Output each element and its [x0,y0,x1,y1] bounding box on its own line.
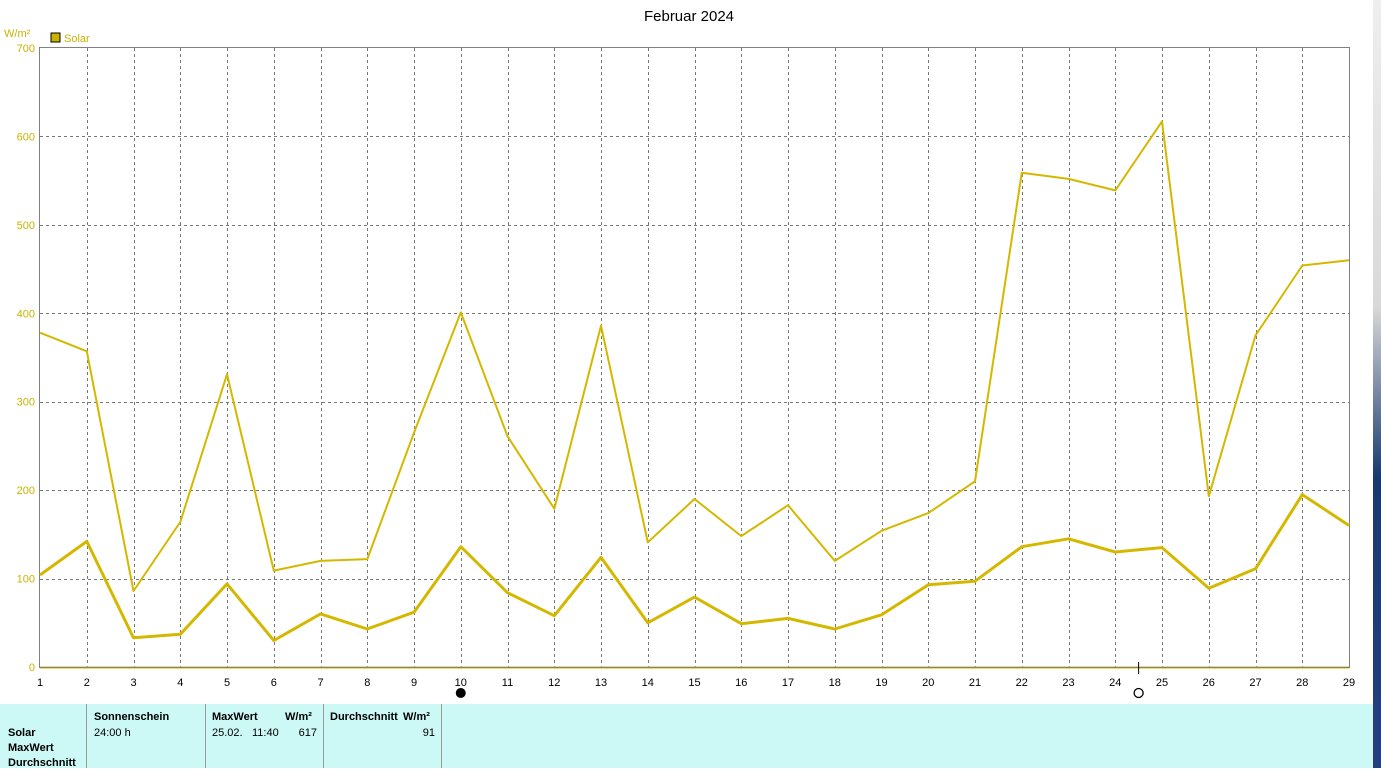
moon-phase-markers [455,662,1144,699]
x-tick-label: 20 [922,677,934,689]
y-tick-label: 600 [17,131,35,143]
x-tick-label: 12 [548,677,560,689]
sunshine-header: Sonnenschein [94,711,170,723]
y-tick-label: 300 [17,397,35,409]
series-line-solar-avg [39,493,1350,642]
row-label-maxwert: MaxWert [8,742,54,754]
window-edge-strip [1373,0,1381,768]
x-tick-label: 23 [1062,677,1074,689]
series-line-solar-max [39,120,1350,592]
chart-title: Februar 2024 [644,8,734,25]
new-moon-icon [455,688,466,698]
x-tick-label: 11 [502,677,513,689]
x-tick-label: 28 [1296,677,1308,689]
sunshine-value: 24:00 h [94,727,131,739]
x-tick-label: 18 [829,677,841,689]
x-tick-label: 8 [364,677,370,689]
y-tick-label: 700 [17,43,35,55]
x-tick-label: 4 [177,677,183,689]
x-tick-label: 9 [411,677,417,689]
maxwert-unit: W/m² [285,711,312,723]
x-tick-label: 3 [130,677,136,689]
x-tick-label: 17 [782,677,794,689]
chart-area: Februar 2024 W/m² Solar 0 100 200 300 400 500… [4,8,1355,699]
x-tick-label: 29 [1343,677,1355,689]
x-tick-label: 22 [1016,677,1028,689]
average-value: 91 [422,727,435,739]
x-tick-label: 10 [455,677,467,689]
x-tick-label: 2 [84,677,90,689]
full-moon-icon [1133,687,1144,699]
x-tick-label: 25 [1156,677,1168,689]
y-tick-label: 500 [17,220,35,232]
x-tick-label: 15 [688,677,700,689]
summary-table: Solar MaxWert Durchschnitt Sonnenschein … [0,704,1373,769]
maxwert-column: MaxWert W/m² 25.02. 11:40 617 [206,704,324,768]
x-tick-label: 7 [317,677,323,689]
average-unit: W/m² [403,711,430,723]
y-tick-label: 0 [29,662,35,674]
x-tick-label: 16 [735,677,747,689]
x-tick-label: 24 [1109,677,1121,689]
x-tick-label: 27 [1249,677,1261,689]
grid [40,48,1349,669]
row-label-durchschnitt: Durchschnitt [8,757,76,769]
x-tick-label: 19 [875,677,887,689]
sunshine-column: Sonnenschein 24:00 h [87,704,206,768]
x-tick-label: 14 [642,677,654,689]
row-label-column: Solar MaxWert Durchschnitt [0,704,87,769]
x-tick-label: 1 [37,677,43,689]
average-header: Durchschnitt [330,711,398,723]
y-tick-label: 200 [17,485,35,497]
x-tick-label: 21 [969,677,981,689]
y-axis: 0 100 200 300 400 500 600 700 [17,43,35,674]
x-tick-label: 26 [1203,677,1215,689]
x-axis: 1 2 3 4 5 6 7 8 9 10 11 12 13 14 15 16 17 18 19 20 21 22 23 24 2… [37,677,1355,689]
x-tick-label: 13 [595,677,607,689]
x-tick-label: 5 [224,677,230,689]
legend-label-solar: Solar [64,33,90,45]
plot-frame [39,47,1350,668]
y-tick-label: 400 [17,308,35,320]
maxwert-date: 25.02. [212,727,243,739]
maxwert-time: 11:40 [252,727,279,739]
legend-swatch [50,32,61,43]
series-group [39,120,1350,642]
average-column: Durchschnitt W/m² 91 [324,704,442,768]
y-axis-unit: W/m² [4,28,31,40]
y-tick-label: 100 [17,574,35,586]
row-label-solar: Solar [8,727,36,739]
maxwert-value: 617 [298,727,317,739]
x-tick-label: 6 [271,677,277,689]
maxwert-header: MaxWert [212,711,258,723]
